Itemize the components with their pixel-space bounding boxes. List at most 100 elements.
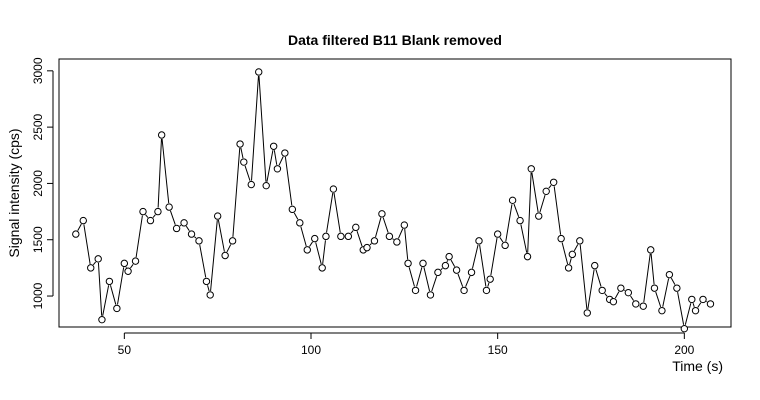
data-point [591, 261, 599, 270]
data-point [344, 232, 353, 241]
x-axis-label: Time (s) [672, 358, 723, 374]
data-point [352, 223, 360, 232]
data-point [467, 268, 476, 277]
data-point [493, 230, 502, 238]
data-point [139, 207, 147, 216]
data-point [673, 284, 681, 292]
data-point [411, 286, 420, 295]
data-point [370, 237, 379, 245]
data-point [378, 210, 386, 218]
data-point [624, 288, 633, 297]
data-point [691, 306, 700, 315]
x-axis: 50 100 150 200 [118, 332, 695, 357]
data-point [557, 234, 565, 243]
data-point [113, 304, 121, 313]
data-point [337, 232, 345, 241]
y-tick-label: 2000 [31, 170, 45, 197]
data-point [157, 131, 166, 139]
data-point [460, 286, 468, 295]
data-point [322, 232, 330, 241]
data-point [105, 277, 114, 286]
data-point [482, 286, 491, 295]
data-point [172, 224, 181, 233]
data-point [452, 266, 461, 274]
data-point [527, 165, 535, 173]
data-point [419, 259, 427, 268]
data-point [639, 302, 647, 310]
data-point [688, 295, 696, 304]
data-point [255, 68, 263, 76]
data-point [706, 300, 715, 308]
data-point [475, 237, 483, 245]
data-point [195, 237, 203, 245]
data-point [87, 264, 95, 272]
y-axis-label: Signal intensity (cps) [6, 128, 22, 257]
data-point [72, 230, 80, 238]
data-point [165, 203, 173, 211]
data-point [523, 252, 532, 261]
data-point [363, 243, 371, 252]
data-point [632, 300, 640, 308]
data-point [273, 165, 282, 173]
data-point [206, 291, 214, 299]
data-point [576, 237, 584, 245]
data-point [501, 241, 509, 250]
data-point [154, 207, 162, 216]
data-point [221, 251, 229, 260]
data-point [281, 149, 289, 157]
data-point [213, 212, 222, 220]
data-point [647, 246, 655, 254]
data-point [393, 238, 401, 246]
data-point [262, 181, 270, 190]
data-point [228, 237, 237, 245]
data-point [269, 142, 278, 150]
data-point [404, 259, 412, 268]
x-tick-label: 100 [301, 343, 321, 357]
data-point [609, 297, 618, 306]
data-point [564, 264, 573, 272]
data-point [124, 267, 132, 275]
data-point [318, 264, 326, 272]
data-point [583, 309, 591, 317]
data-point [400, 221, 409, 229]
data-point [658, 306, 666, 315]
data-point [146, 216, 155, 225]
data-point [516, 216, 524, 225]
data-point [131, 257, 140, 265]
x-tick-label: 200 [674, 343, 694, 357]
data-point [508, 196, 517, 205]
y-tick-label: 3000 [31, 57, 45, 84]
data-points [72, 68, 715, 333]
data-point [434, 268, 442, 277]
data-point [617, 284, 625, 292]
data-point [699, 295, 707, 304]
data-point [180, 219, 188, 227]
data-point [486, 275, 494, 283]
data-point [650, 284, 659, 292]
data-point [303, 246, 311, 254]
data-point [680, 324, 689, 333]
y-tick-label: 1500 [31, 226, 45, 253]
data-point [94, 255, 102, 263]
x-tick-label: 150 [488, 343, 508, 357]
data-point [665, 270, 674, 279]
data-point [120, 259, 129, 268]
data-point [445, 252, 453, 261]
chart-title: Data filtered B11 Blank removed [288, 32, 502, 48]
data-point [568, 250, 577, 259]
data-point [240, 158, 248, 166]
data-point [296, 219, 304, 227]
data-point [236, 140, 244, 148]
data-point [542, 187, 550, 196]
data-point [385, 232, 394, 241]
data-point [187, 230, 196, 238]
series-line [77, 75, 708, 325]
data-point [329, 185, 338, 193]
data-point [311, 234, 319, 243]
data-point [426, 291, 435, 299]
x-tick-label: 50 [118, 343, 132, 357]
y-axis: 1000 1500 2000 2500 3000 [31, 57, 54, 309]
data-point [79, 216, 87, 225]
data-point [202, 277, 211, 286]
